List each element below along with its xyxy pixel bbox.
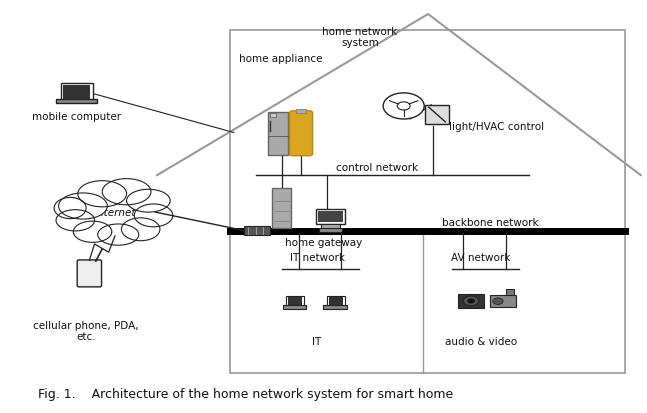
- Text: Internet: Internet: [94, 208, 136, 218]
- Ellipse shape: [127, 190, 170, 213]
- Circle shape: [493, 298, 503, 305]
- Bar: [321, 224, 340, 230]
- Ellipse shape: [56, 210, 94, 231]
- Text: AV network: AV network: [451, 252, 510, 262]
- Text: control network: control network: [336, 163, 419, 173]
- Bar: [329, 297, 343, 305]
- Text: home gateway: home gateway: [285, 237, 362, 247]
- Text: Fig. 1.    Architecture of the home network system for smart home: Fig. 1. Architecture of the home network…: [38, 387, 454, 400]
- Text: home network
system: home network system: [322, 26, 398, 48]
- Bar: [319, 229, 342, 232]
- FancyBboxPatch shape: [77, 260, 102, 287]
- Text: IT: IT: [313, 336, 322, 346]
- Bar: [268, 113, 288, 156]
- Text: backbone network: backbone network: [442, 218, 538, 228]
- Text: light/HVAC control: light/HVAC control: [448, 122, 543, 132]
- Circle shape: [463, 297, 479, 306]
- Bar: [327, 296, 345, 306]
- Text: IT network: IT network: [290, 252, 345, 262]
- Bar: [270, 114, 276, 118]
- Bar: [283, 306, 306, 310]
- Ellipse shape: [135, 204, 173, 227]
- Bar: [286, 296, 304, 306]
- Text: cellular phone, PDA,
etc.: cellular phone, PDA, etc.: [34, 320, 139, 342]
- Bar: [296, 109, 306, 114]
- Ellipse shape: [54, 198, 86, 219]
- Bar: [56, 100, 97, 103]
- Ellipse shape: [102, 179, 151, 205]
- Ellipse shape: [98, 224, 138, 246]
- Bar: [425, 105, 449, 125]
- Bar: [230, 31, 625, 373]
- Ellipse shape: [59, 193, 107, 220]
- Bar: [324, 306, 347, 310]
- Text: audio & video: audio & video: [444, 336, 517, 346]
- Ellipse shape: [78, 181, 127, 207]
- Bar: [490, 295, 516, 308]
- Bar: [61, 84, 93, 100]
- Ellipse shape: [122, 218, 160, 241]
- Circle shape: [383, 94, 424, 120]
- Circle shape: [467, 299, 475, 304]
- Bar: [244, 226, 270, 236]
- Bar: [316, 209, 345, 225]
- Text: mobile computer: mobile computer: [32, 112, 121, 122]
- Bar: [507, 289, 514, 295]
- Text: home appliance: home appliance: [239, 54, 322, 64]
- Circle shape: [397, 102, 410, 111]
- FancyBboxPatch shape: [289, 112, 313, 157]
- Bar: [272, 188, 291, 229]
- Bar: [318, 211, 343, 223]
- Bar: [63, 85, 90, 100]
- Bar: [458, 294, 484, 309]
- Ellipse shape: [73, 222, 112, 243]
- Bar: [288, 297, 302, 305]
